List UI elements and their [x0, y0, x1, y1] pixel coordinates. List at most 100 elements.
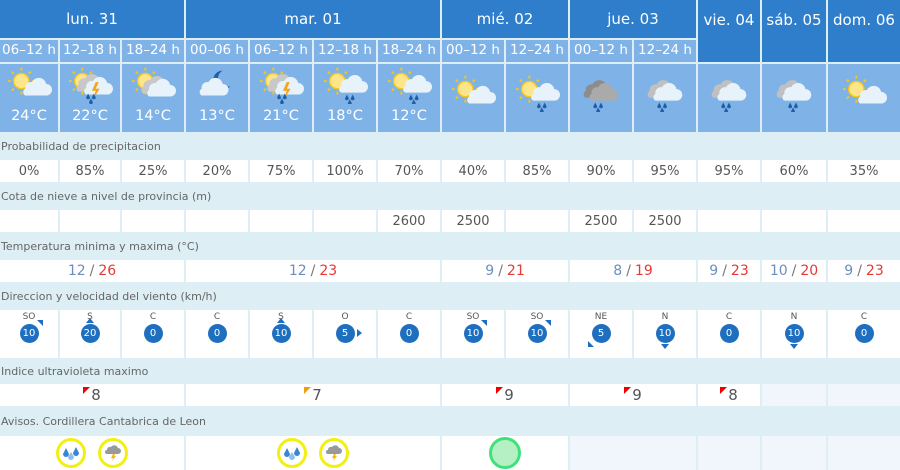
- uv-level-flag-icon: [304, 387, 312, 394]
- period-cell: [570, 64, 632, 132]
- warning-cell: [570, 436, 696, 470]
- day-header[interactable]: vie. 04: [698, 0, 760, 62]
- wind-direction: O: [341, 312, 349, 322]
- period-header: 18–24 h: [122, 40, 184, 62]
- day-header[interactable]: dom. 06: [828, 0, 900, 62]
- wind-direction: N: [790, 312, 798, 322]
- wind-direction: C: [405, 312, 413, 322]
- temp-min: 10: [769, 263, 788, 279]
- period-cell: [698, 64, 760, 132]
- day-header[interactable]: mié. 02: [442, 0, 568, 38]
- period-temperature: 13°C: [199, 108, 235, 124]
- precip-value: 35%: [828, 160, 900, 182]
- precip-value: 85%: [506, 160, 568, 182]
- temp-min-max: 9/23: [828, 260, 900, 282]
- wind-cell: SO 10: [0, 310, 58, 358]
- wind-speed-badge: 10: [463, 320, 487, 343]
- uv-value: 8: [728, 386, 738, 404]
- weather-sun-rain-icon: [322, 64, 368, 108]
- wind-direction: S: [87, 312, 93, 322]
- temp-max: 21: [506, 263, 525, 279]
- period-cell: 21°C: [250, 64, 312, 132]
- uv-value: 7: [312, 386, 322, 404]
- warning-cell: [186, 436, 440, 470]
- wind-cell: S 10: [250, 310, 312, 358]
- wind-direction: SO: [530, 312, 544, 322]
- wind-speed: 10: [22, 328, 36, 339]
- temp-min-max: 12/23: [186, 260, 440, 282]
- wind-direction: C: [213, 312, 221, 322]
- period-header: 06–12 h: [250, 40, 312, 62]
- snow-level-value: [250, 210, 312, 232]
- temp-separator: /: [857, 263, 862, 279]
- warning-cell: [0, 436, 184, 470]
- precip-value: 85%: [60, 160, 120, 182]
- snow-level-value: 2500: [442, 210, 504, 232]
- temp-separator: /: [310, 263, 316, 279]
- wind-arrow-icon: [789, 344, 798, 349]
- wind-speed-badge: 10: [271, 318, 291, 343]
- section-label: Avisos. Cordillera Cantabrica de Leon: [0, 408, 900, 434]
- wind-speed-badge: 0: [143, 324, 163, 343]
- temp-max: 19: [634, 263, 653, 279]
- wind-direction: NE: [594, 312, 608, 322]
- weather-rain-icon: [706, 72, 752, 116]
- day-header[interactable]: jue. 03: [570, 0, 696, 38]
- weather-sun-cloud-icon: [450, 72, 496, 116]
- precip-value: 95%: [634, 160, 696, 182]
- wind-speed-badge: 10: [784, 324, 804, 349]
- wind-speed-badge: 20: [80, 318, 100, 343]
- storm-warning-icon[interactable]: [98, 438, 128, 468]
- uv-index: 8: [698, 384, 760, 406]
- precip-value: 40%: [442, 160, 504, 182]
- precip-value: 95%: [698, 160, 760, 182]
- wind-cell: S 20: [60, 310, 120, 358]
- wind-direction: C: [149, 312, 157, 322]
- wind-speed: 10: [274, 328, 288, 339]
- period-header: 00–06 h: [186, 40, 248, 62]
- uv-value: 9: [504, 386, 514, 404]
- day-header[interactable]: sáb. 05: [762, 0, 826, 62]
- weather-sun-cloud-icon: [841, 72, 887, 116]
- wind-arrow-icon: [544, 320, 551, 326]
- temp-max: 23: [319, 263, 338, 279]
- temp-min: 9: [485, 263, 495, 279]
- temp-separator: /: [498, 263, 503, 279]
- weather-sun-cloud-icon: [6, 64, 52, 108]
- wind-speed: 10: [466, 328, 480, 339]
- period-cell: [634, 64, 696, 132]
- weather-rain-icon: [642, 72, 688, 116]
- wind-speed-badge: 10: [655, 324, 675, 349]
- wind-arrow-icon: [587, 341, 594, 347]
- no-warning-icon[interactable]: [489, 437, 521, 469]
- wind-cell: SO 10: [506, 310, 568, 358]
- weather-storm-icon: [258, 64, 304, 108]
- period-temperature: 24°C: [11, 108, 47, 124]
- wind-direction: N: [661, 312, 669, 322]
- weather-sun-rain-light-icon: [514, 72, 560, 116]
- rain-warning-icon[interactable]: [56, 438, 86, 468]
- wind-direction: C: [860, 312, 868, 322]
- day-header[interactable]: lun. 31: [0, 0, 184, 38]
- uv-level-flag-icon: [496, 387, 504, 394]
- storm-warning-icon[interactable]: [319, 438, 349, 468]
- wind-speed-badge: 0: [399, 324, 419, 343]
- wind-speed-badge: 10: [19, 320, 43, 343]
- wind-cell: SO 10: [442, 310, 504, 358]
- period-cell: [762, 64, 826, 132]
- period-header: 00–12 h: [570, 40, 632, 62]
- wind-speed: 10: [658, 328, 672, 339]
- warning-cell: [762, 436, 826, 470]
- day-header[interactable]: mar. 01: [186, 0, 440, 38]
- period-cell: 12°C: [378, 64, 440, 132]
- period-cell: [442, 64, 504, 132]
- period-cell: 13°C: [186, 64, 248, 132]
- rain-warning-icon[interactable]: [277, 438, 307, 468]
- temp-min-max: 9/23: [698, 260, 760, 282]
- precip-value: 25%: [122, 160, 184, 182]
